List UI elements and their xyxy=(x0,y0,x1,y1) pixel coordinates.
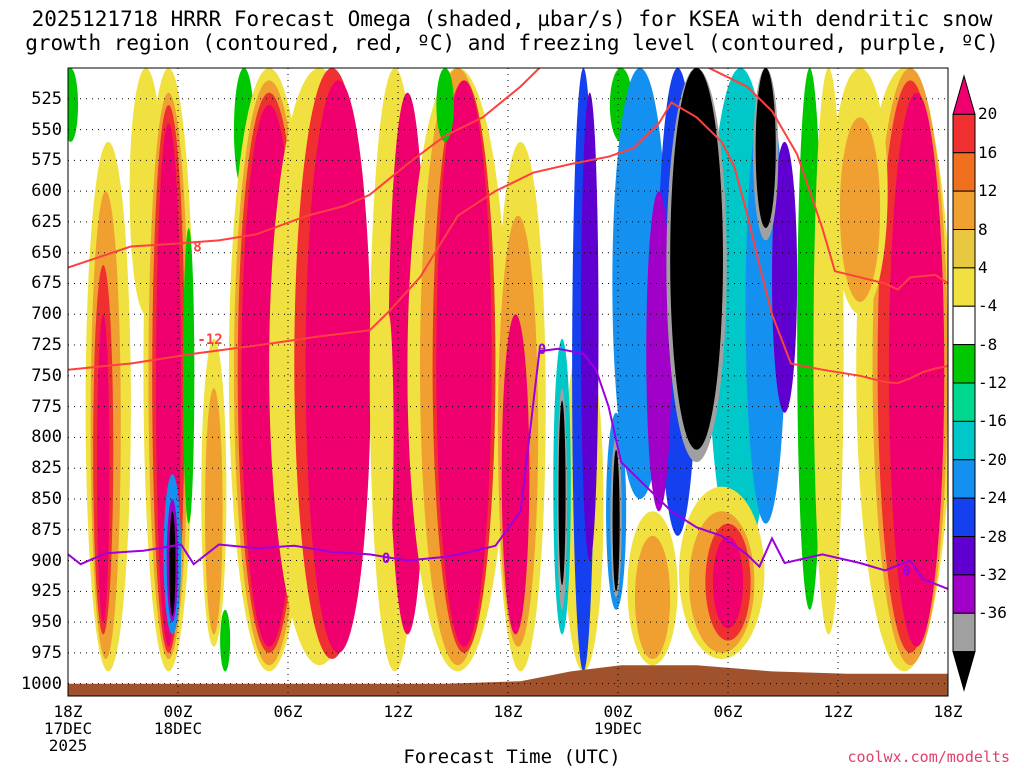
colorbar-tick-label: -28 xyxy=(978,526,1007,546)
colorbar-swatch-6 xyxy=(952,305,976,346)
omega-shading-19 xyxy=(305,80,371,653)
x-tick-label: 12Z xyxy=(823,702,853,721)
omega-shading-60 xyxy=(839,117,881,302)
snow-growth-contour--8 xyxy=(68,68,541,269)
colorbar-swatch-5 xyxy=(952,267,976,307)
colorbar-tick-label: -12 xyxy=(978,373,1007,392)
contour-label-4: 0 xyxy=(902,563,910,579)
y-tick-label: 575 xyxy=(31,150,62,171)
y-tick-label: 700 xyxy=(31,304,62,325)
contour-lines: 8 -12 0 0 0 xyxy=(68,68,948,590)
colorbar-swatch-9 xyxy=(952,420,976,461)
colorbar-swatch-2 xyxy=(952,152,976,192)
omega-shading-31 xyxy=(220,609,231,672)
y-tick-label: 975 xyxy=(31,642,62,663)
colorbar-tick-label: -20 xyxy=(978,449,1007,469)
y-tick-label: 675 xyxy=(31,273,62,294)
colorbar-tick-label: -36 xyxy=(978,603,1007,623)
contour-label-1: -12 xyxy=(197,332,222,348)
omega-shading-39 xyxy=(646,191,672,512)
colorbar-swatch-8 xyxy=(952,382,976,422)
colorbar-tick-label: 20 xyxy=(978,104,998,124)
colorbar-swatch-3 xyxy=(952,190,976,230)
colorbar-tick-label: -8 xyxy=(978,334,998,354)
colorbar-tick-label: 16 xyxy=(978,142,998,162)
y-tick-label: 775 xyxy=(31,396,62,417)
omega-shading-58 xyxy=(888,92,945,647)
y-tick-label: 800 xyxy=(31,427,62,448)
x-tick-label: 18Z xyxy=(933,702,963,721)
chart-title-line1: 2025121718 HRRR Forecast Omega (shaded, … xyxy=(31,7,993,31)
credit-link[interactable]: coolwx.com/modelts xyxy=(847,748,1010,766)
y-tick-label: 900 xyxy=(31,550,62,571)
y-tick-label: 725 xyxy=(31,335,62,356)
colorbar-swatch-1 xyxy=(952,113,976,154)
x-tick-label: 06Z xyxy=(273,702,303,721)
colorbar-tick-label: 8 xyxy=(978,219,988,239)
omega-shading-50 xyxy=(612,449,620,592)
y-tick-label: 1000 xyxy=(21,673,62,694)
omega-shading-69 xyxy=(169,511,176,616)
chart-title-line2: growth region (contoured, red, ºC) and f… xyxy=(25,31,999,55)
colorbar-swatch-15 xyxy=(952,651,976,692)
y-tick-label: 625 xyxy=(31,211,62,232)
contour-label-2: 0 xyxy=(382,551,390,567)
y-tick-label: 750 xyxy=(31,365,62,386)
omega-shading-47 xyxy=(558,400,566,586)
colorbar-swatch-11 xyxy=(952,497,976,537)
omega-shading-66 xyxy=(634,535,671,660)
y-tick-label: 825 xyxy=(31,458,62,479)
x-tick-label: 06Z xyxy=(713,702,743,721)
omega-shading-52 xyxy=(670,68,723,450)
omega-shading-42 xyxy=(772,141,798,413)
colorbar-swatch-0 xyxy=(952,74,976,115)
y-tick-label: 650 xyxy=(31,242,62,263)
colorbar-tick-label: -16 xyxy=(978,411,1007,431)
y-tick-label: 525 xyxy=(31,88,62,109)
x-tick-label: 00Z 19DEC xyxy=(593,702,643,738)
colorbar-tick-label: 4 xyxy=(978,257,988,277)
plot-frame xyxy=(67,67,949,697)
colorbar-swatch-10 xyxy=(952,459,976,499)
x-tick-label: 18Z 17DEC 2025 xyxy=(43,702,93,755)
omega-shading-54 xyxy=(755,68,776,229)
x-tick-label: 00Z 18DEC xyxy=(153,702,203,738)
snow-growth-contour--8b xyxy=(706,68,948,291)
omega-shading-34 xyxy=(436,68,454,142)
omega-field xyxy=(68,68,948,696)
freezing-level-contour xyxy=(68,347,948,590)
colorbar xyxy=(952,74,976,692)
y-tick-label: 600 xyxy=(31,181,62,202)
colorbar-swatch-4 xyxy=(952,229,976,269)
colorbar-swatch-12 xyxy=(952,536,976,576)
omega-shading-12 xyxy=(205,388,223,635)
colorbar-swatch-13 xyxy=(952,574,976,614)
x-axis-title: Forecast Time (UTC) xyxy=(403,746,621,768)
snow-growth-contour--12 xyxy=(68,101,948,385)
colorbar-swatch-14 xyxy=(952,612,976,653)
y-tick-label: 925 xyxy=(31,581,62,602)
omega-shading-28 xyxy=(501,314,530,635)
omega-shading-64 xyxy=(712,535,744,629)
x-tick-label: 12Z xyxy=(383,702,413,721)
y-tick-label: 875 xyxy=(31,519,62,540)
omega-shading-25 xyxy=(436,80,492,647)
y-tick-label: 950 xyxy=(31,612,62,633)
contour-label-0: 8 xyxy=(193,240,201,256)
x-tick-label: 18Z xyxy=(493,702,523,721)
colorbar-tick-label: -24 xyxy=(978,488,1007,508)
colorbar-tick-label: -32 xyxy=(978,564,1007,584)
terrain-surface xyxy=(68,665,948,696)
contour-label-3: 0 xyxy=(538,342,546,358)
colorbar-tick-label: 12 xyxy=(978,181,998,201)
colorbar-tick-label: -4 xyxy=(978,296,998,316)
omega-shading-36 xyxy=(580,92,599,561)
y-tick-label: 550 xyxy=(31,119,62,140)
colorbar-swatch-7 xyxy=(952,344,976,384)
omega-shading-6 xyxy=(96,314,110,623)
y-tick-label: 850 xyxy=(31,488,62,509)
omega-shading-0 xyxy=(68,68,79,142)
